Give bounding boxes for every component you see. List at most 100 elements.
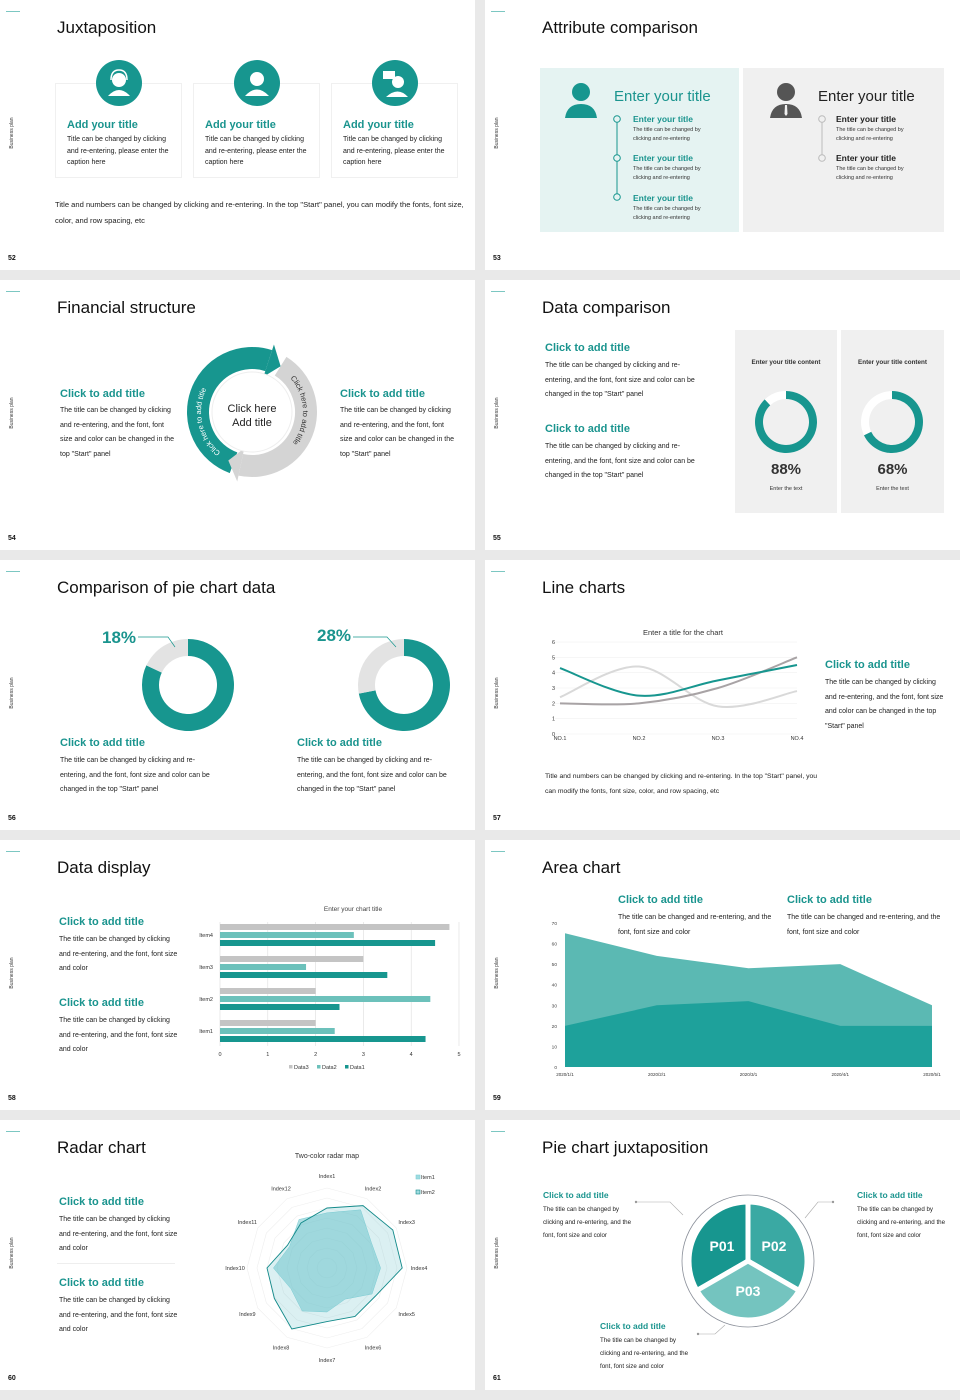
item-title: Enter your title	[633, 153, 693, 163]
slide-60[interactable]: Business plan Radar chart Click to add t…	[0, 1120, 475, 1390]
stat-panel: Enter your title content 88% Enter the t…	[735, 330, 837, 513]
block-body: The title can be changed by clicking and…	[600, 1337, 689, 1370]
center-circle	[211, 371, 293, 453]
y-tick-label: 70	[552, 921, 558, 927]
axis-label: Index6	[365, 1346, 382, 1352]
slide-52[interactable]: Business plan Juxtaposition Add your tit…	[0, 0, 475, 270]
page-number: 55	[493, 535, 501, 542]
slide-title: Radar chart	[57, 1138, 146, 1157]
slide-54[interactable]: Business plan Financial structure Click …	[0, 280, 475, 550]
logo	[491, 10, 505, 12]
radar-ring	[256, 1197, 398, 1339]
slide-59[interactable]: Business plan Area chart 0 10 20 30 40 50 60 70…	[485, 840, 960, 1110]
logo	[6, 290, 20, 292]
bar	[220, 956, 364, 962]
right-panel	[743, 68, 944, 232]
leader-line	[698, 1324, 726, 1335]
logo	[6, 570, 20, 572]
block-body: The title can be changed by clicking and…	[543, 1206, 632, 1239]
slide-58[interactable]: Business plan Data display Click to add …	[0, 840, 475, 1110]
x-tick-label: 2020/3/1	[740, 1072, 758, 1077]
axis-label: Index2	[365, 1186, 382, 1192]
x-tick-label: NO.4	[791, 736, 804, 742]
axis-label: Index8	[273, 1346, 290, 1352]
item-title: Enter your title	[836, 114, 896, 124]
y-tick-label: 60	[552, 942, 558, 948]
arrow-head-icon	[263, 344, 281, 377]
bar	[220, 924, 450, 930]
slide-61[interactable]: Business plan Pie chart juxtaposition P0…	[485, 1120, 960, 1390]
x-tick-label: 4	[410, 1052, 413, 1058]
item-title: Enter your title	[633, 114, 693, 124]
axis-label: Index10	[225, 1266, 245, 1272]
card-title: Add your title	[67, 119, 138, 131]
bar	[220, 996, 431, 1002]
slide-53[interactable]: Business plan Attribute comparison Enter…	[485, 0, 960, 270]
item-body: The title can be changed by clicking and…	[633, 206, 701, 221]
bar	[220, 972, 388, 978]
legend-label: Item2	[421, 1190, 435, 1196]
slide-title: Financial structure	[57, 298, 196, 317]
leader-dot	[696, 1332, 700, 1336]
pie-diagram: P01 P02 P03	[634, 1194, 835, 1336]
bar	[220, 988, 316, 994]
axis-label: Index3	[398, 1220, 415, 1226]
y-tick-label: 4	[552, 671, 555, 677]
slide-57[interactable]: Business plan Line charts Enter a title …	[485, 560, 960, 830]
item-body: The title can be changed by clicking and…	[836, 166, 904, 181]
page-number: 61	[493, 1375, 501, 1382]
bar	[220, 1004, 340, 1010]
block-title: Click to add title	[600, 1321, 666, 1331]
bar	[220, 940, 436, 946]
divider	[57, 1263, 175, 1264]
footer-text: Title and numbers can be changed by clic…	[55, 200, 464, 225]
logo	[491, 290, 505, 292]
bar	[220, 932, 354, 938]
series-line	[559, 665, 798, 709]
block-title: Click to add title	[545, 423, 630, 435]
series-line	[559, 656, 798, 706]
sector-label: P01	[710, 1238, 735, 1254]
x-tick-label: 3	[362, 1052, 365, 1058]
businessman-icon	[770, 83, 802, 118]
x-tick-label: 2020/4/1	[831, 1072, 849, 1077]
donut-rest-arc	[358, 639, 450, 731]
page-number: 52	[8, 255, 16, 262]
center-label[interactable]: Click here Add title	[227, 403, 277, 429]
legend-swatch	[345, 1065, 349, 1069]
slide-title: Data comparison	[542, 298, 671, 317]
slide-title: Pie chart juxtaposition	[542, 1138, 709, 1157]
axis-label: Index9	[239, 1312, 256, 1318]
slide-55[interactable]: Business plan Data comparison Click to a…	[485, 280, 960, 550]
block-body: The title can be changed by clicking and…	[60, 407, 175, 458]
x-tick-label: NO.3	[712, 736, 725, 742]
block-title: Click to add title	[59, 916, 144, 928]
block-title: Click to add title	[59, 997, 144, 1009]
leader-line	[636, 1201, 684, 1216]
timeline	[613, 115, 826, 201]
legend-label: Data2	[322, 1065, 337, 1071]
bar-chart: Enter your chart title 0 1 2 3 4 5 Item1 Item2 It…	[199, 906, 460, 1071]
chart-title: Enter a title for the chart	[643, 628, 724, 637]
item-title: Enter your title	[633, 193, 693, 203]
block-title: Click to add title	[340, 388, 425, 400]
panel-caption: Enter the text	[769, 486, 803, 492]
legend-label: Item1	[421, 1175, 435, 1181]
y-tick-label: 30	[552, 1003, 558, 1009]
radar-series	[273, 1209, 381, 1313]
logo	[6, 10, 20, 12]
stat-panel: Enter your title content 68% Enter the t…	[841, 330, 944, 513]
y-tick-label: 1	[552, 717, 555, 723]
user-icon	[234, 60, 280, 106]
panel-caption: Enter the text	[876, 486, 909, 492]
block-title: Click to add title	[543, 1190, 609, 1200]
bar	[220, 1036, 426, 1042]
slide-56[interactable]: Business plan Comparison of pie chart da…	[0, 560, 475, 830]
y-tick-label: Item3	[199, 965, 213, 971]
block-body: The title can be changed by clicking and…	[825, 679, 944, 730]
x-tick-label: 1	[266, 1052, 269, 1058]
block-body: The title can be changed by clicking and…	[59, 1017, 178, 1053]
slide-title: Data display	[57, 858, 151, 877]
side-label: Business plan	[9, 117, 15, 149]
axis-label: Index12	[271, 1186, 291, 1192]
